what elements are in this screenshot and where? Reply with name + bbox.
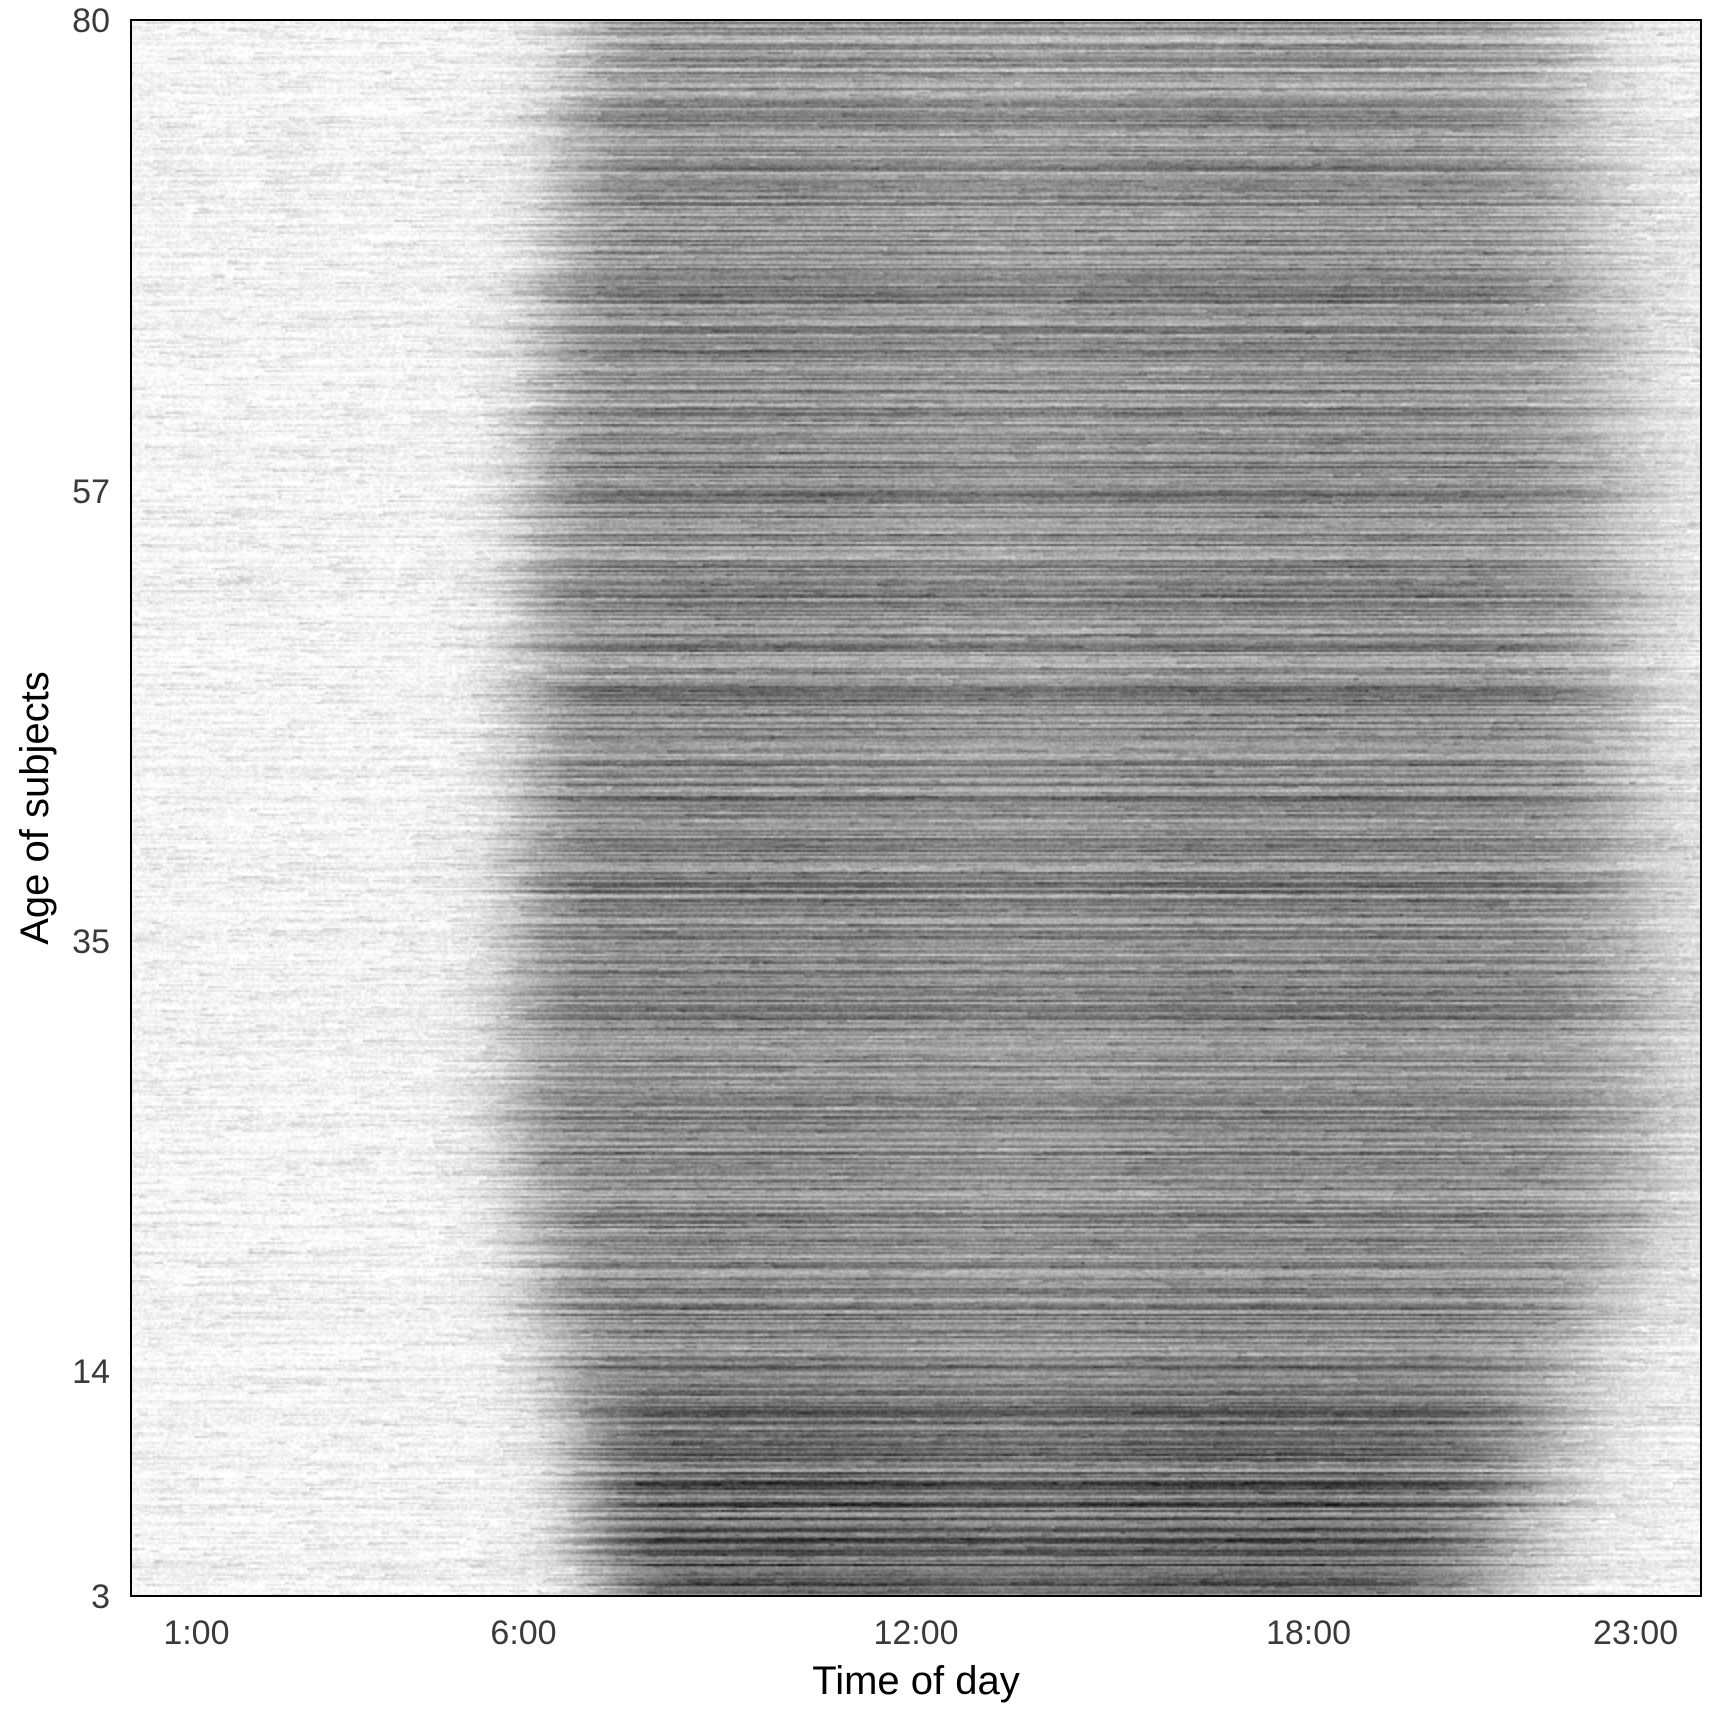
y-tick-label: 14: [72, 1353, 110, 1391]
plot-frame: [130, 19, 1702, 1597]
x-tick-label: 6:00: [490, 1614, 556, 1652]
y-tick-label: 57: [72, 473, 110, 511]
x-tick-label: 23:00: [1593, 1614, 1678, 1652]
x-tick-label: 18:00: [1266, 1614, 1351, 1652]
y-tick-label: 35: [72, 923, 110, 961]
heatmap-image: [131, 20, 1701, 1596]
y-tick-label: 3: [91, 1578, 110, 1616]
x-tick-label: 12:00: [873, 1614, 958, 1652]
y-axis-title: Age of subjects: [13, 671, 57, 945]
x-axis-ticks: 1:00 6:00 12:00 18:00 23:00: [163, 1614, 1678, 1652]
y-axis-ticks: 3 14 35 57 80: [72, 2, 110, 1616]
x-axis-title: Time of day: [812, 1659, 1019, 1703]
y-tick-label: 80: [72, 2, 110, 40]
x-tick-label: 1:00: [163, 1614, 229, 1652]
